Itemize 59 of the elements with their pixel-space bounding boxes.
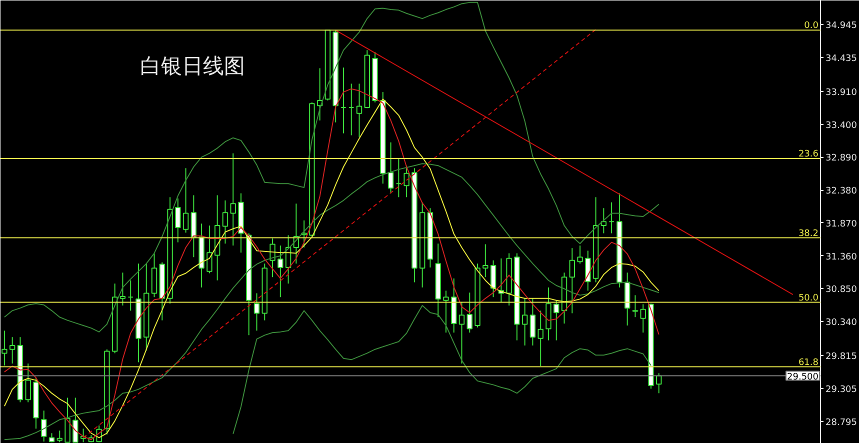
candlestick <box>585 250 591 292</box>
candlestick <box>230 152 236 246</box>
candlestick <box>577 245 583 264</box>
candlestick <box>530 298 536 346</box>
candlestick <box>348 83 354 136</box>
annotation: 50.0 <box>798 293 819 304</box>
candlestick <box>443 290 449 334</box>
annotation: 38.2 <box>798 228 819 239</box>
candlestick <box>458 302 465 364</box>
candlestick <box>128 280 134 312</box>
line-series <box>4 163 660 440</box>
candlestick <box>608 202 614 234</box>
y-tick-label: 29.305 <box>826 384 857 395</box>
line-series <box>4 2 660 332</box>
candlestick <box>72 397 78 443</box>
y-tick-label: 34.945 <box>826 21 857 32</box>
candlestick <box>490 260 496 298</box>
candlestick <box>120 272 126 306</box>
annotation: 0.0 <box>804 21 819 32</box>
candlestick <box>356 83 362 138</box>
candlestick <box>254 292 260 332</box>
text: 白银日线图 <box>140 54 245 78</box>
y-tick-label: 29.815 <box>826 352 857 362</box>
candlestick <box>222 200 228 244</box>
y-tick-label: 33.910 <box>826 88 858 98</box>
candlestick <box>182 168 189 234</box>
candlestick <box>270 238 276 278</box>
candlestick <box>9 336 16 364</box>
y-tick-label: 30.850 <box>826 285 858 296</box>
annotation: 61.8 <box>798 358 819 368</box>
candlestick <box>25 363 31 403</box>
annotation: 29.500 <box>787 372 819 382</box>
candlestick <box>466 292 472 334</box>
y-tick-label: 32.890 <box>826 154 858 164</box>
candlestick <box>640 304 646 334</box>
line-series <box>232 305 652 434</box>
y-tick-label: 31.870 <box>826 219 858 230</box>
candlestick <box>404 165 410 198</box>
candlestick <box>632 294 638 318</box>
candlestick <box>278 245 284 298</box>
candlestick <box>538 310 544 367</box>
y-tick-label: 28.795 <box>826 418 857 428</box>
candlestick <box>388 142 394 194</box>
y-tick-label: 33.400 <box>826 120 858 131</box>
candlestick <box>600 208 607 234</box>
y-tick-label: 31.360 <box>826 252 858 262</box>
y-tick-label: 30.340 <box>826 318 858 328</box>
y-tick-label: 32.380 <box>826 186 858 197</box>
candlestick <box>396 158 402 198</box>
candlestick <box>206 225 212 274</box>
candlestick <box>554 300 560 341</box>
annotation: 23.6 <box>798 149 819 160</box>
candlestick <box>522 298 528 346</box>
candlestick <box>41 410 47 442</box>
candlestick <box>175 198 181 243</box>
candlestick <box>482 244 488 278</box>
candlestick <box>569 248 575 314</box>
y-tick-label: 34.435 <box>826 54 857 64</box>
candlestick <box>340 67 346 134</box>
